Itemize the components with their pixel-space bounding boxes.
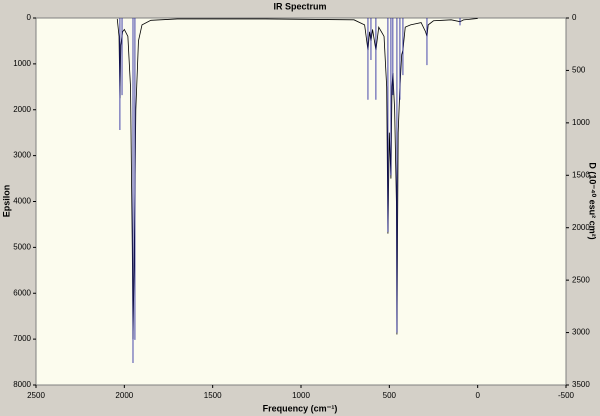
- plot-area: [35, 17, 567, 386]
- y-tick-label: 5000: [13, 242, 31, 251]
- y-tick-label: 0: [27, 13, 32, 22]
- y-tick-label: 7000: [13, 334, 31, 343]
- y2-tick-label: 0: [572, 13, 577, 22]
- x-tick-label: 1000: [292, 391, 310, 400]
- y2-tick-label: 3500: [572, 380, 590, 389]
- y2-tick-label: 1000: [572, 118, 590, 127]
- y2-axis-label: D (10⁻⁴⁰ esu² cm²): [588, 162, 598, 239]
- chart-title: IR Spectrum: [273, 1, 326, 11]
- y-tick-label: 3000: [13, 151, 31, 160]
- x-tick-label: 1500: [204, 391, 222, 400]
- y-tick-label: 8000: [13, 380, 31, 389]
- y-tick-label: 2000: [13, 105, 31, 114]
- x-tick-label: -500: [558, 391, 575, 400]
- y2-tick-label: 2500: [572, 275, 590, 284]
- y-tick-label: 4000: [13, 197, 31, 206]
- x-tick-label: 0: [475, 391, 480, 400]
- y2-tick-label: 3000: [572, 328, 590, 337]
- y-tick-label: 1000: [13, 59, 31, 68]
- x-tick-label: 2000: [115, 391, 133, 400]
- x-tick-label: 2500: [27, 391, 45, 400]
- y2-tick-label: 1500: [572, 170, 590, 179]
- y-axis-label: Epsilon: [1, 185, 11, 218]
- x-axis-label: Frequency (cm⁻¹): [263, 403, 338, 413]
- y2-tick-label: 500: [572, 66, 586, 75]
- y-tick-label: 6000: [13, 288, 31, 297]
- x-tick-label: 500: [383, 391, 397, 400]
- y2-tick-label: 2000: [572, 223, 590, 232]
